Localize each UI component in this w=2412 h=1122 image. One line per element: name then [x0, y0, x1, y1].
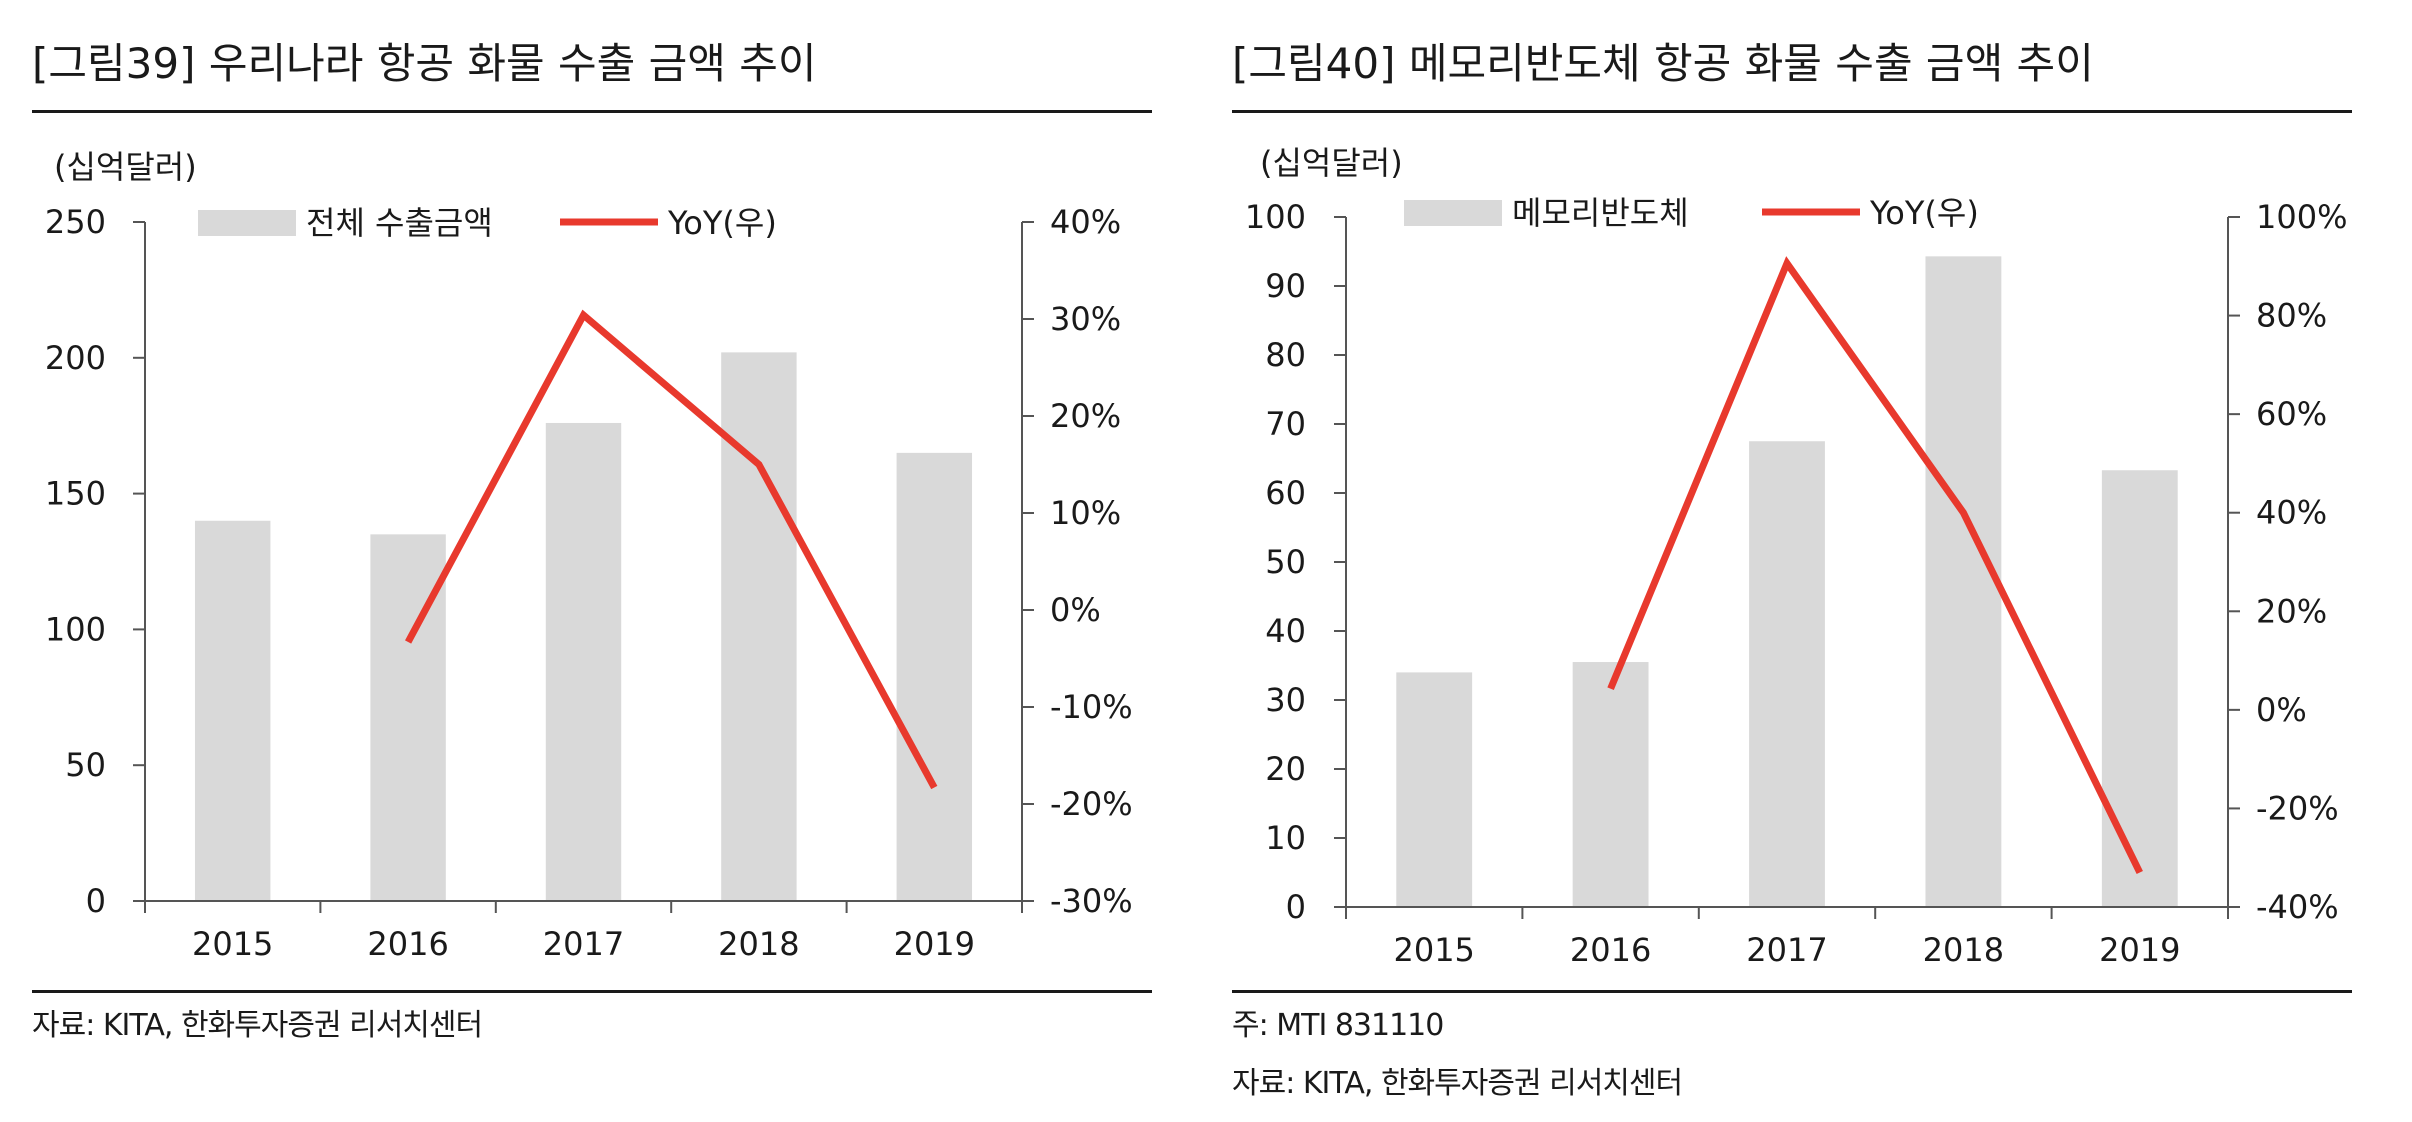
y2-tick-label: 30%	[1050, 300, 1121, 338]
x-tick-label: 2019	[2099, 931, 2180, 969]
source-note: 자료: KITA, 한화투자증권 리서치센터	[1232, 1066, 1683, 1101]
y2-tick-label: 20%	[2256, 592, 2327, 630]
y-unit-label: (십억달러)	[1260, 144, 1403, 182]
x-tick-label: 2017	[1746, 931, 1827, 969]
footer-rule	[1232, 990, 2352, 993]
y-tick-label: 100	[1245, 198, 1306, 236]
x-tick-label: 2019	[894, 925, 975, 963]
bar-2015	[194, 520, 271, 901]
chart-39: (십억달러) 0 50 100 150 200 250 -30% -20% -10% 0% 10% 20…	[45, 148, 1133, 963]
y-tick-label: 40	[1265, 612, 1306, 650]
yoy-line	[405, 309, 938, 790]
footnote: 주: MTI 831110	[1232, 1008, 1444, 1043]
y-tick-label: 80	[1265, 336, 1306, 374]
x-tick-label: 2017	[543, 925, 624, 963]
title-underline	[32, 110, 1152, 113]
yoy-line	[1607, 256, 2143, 875]
chart-40: (십억달러) 0 10 20 30 40 50 60 70 80 90 100 -40% -20% 0% 20…	[1245, 144, 2348, 969]
y-tick-label: 50	[1265, 543, 1306, 581]
y-tick-label: 200	[45, 339, 106, 377]
y-tick-label: 90	[1265, 267, 1306, 305]
y2-tick-label: 60%	[2256, 395, 2327, 433]
y-tick-label: 30	[1265, 681, 1306, 719]
bar-2018	[1925, 256, 2002, 908]
title-underline	[1232, 110, 2352, 113]
y-tick-label: 10	[1265, 819, 1306, 857]
bar-2017	[545, 422, 622, 901]
y2-tick-label: -20%	[2256, 789, 2339, 827]
y-tick-label: 150	[45, 475, 106, 513]
bar-2017	[1749, 441, 1825, 907]
y-tick-label: 20	[1265, 750, 1306, 788]
x-tick-label: 2015	[1393, 931, 1474, 969]
y2-tick-label: 40%	[2256, 494, 2327, 532]
source-note: 자료: KITA, 한화투자증권 리서치센터	[32, 1008, 483, 1043]
legend-line-label: YoY(우)	[667, 204, 777, 242]
legend-bar-label: 전체 수출금액	[306, 204, 493, 242]
x-tick-label: 2018	[718, 925, 799, 963]
y2-tick-label: 100%	[2256, 198, 2347, 236]
y-unit-label: (십억달러)	[54, 148, 197, 186]
bar-2016	[1572, 662, 1649, 907]
y2-tick-label: -20%	[1050, 785, 1133, 823]
bar-2015	[1396, 672, 1473, 907]
y-tick-label: 60	[1265, 474, 1306, 512]
x-tick-label: 2016	[1570, 931, 1651, 969]
y2-tick-label: 0%	[1050, 591, 1101, 629]
y-tick-label: 0	[1286, 888, 1306, 926]
figure-title: [그림40] 메모리반도체 항공 화물 수출 금액 추이	[1232, 39, 2094, 88]
y2-tick-label: 40%	[1050, 203, 1121, 241]
x-tick-label: 2018	[1923, 931, 2004, 969]
y-tick-label: 100	[45, 610, 106, 648]
bar-2019	[896, 452, 973, 901]
legend-bar-swatch	[1404, 200, 1502, 226]
y2-tick-label: -40%	[2256, 888, 2339, 926]
figure-40: [그림40] 메모리반도체 항공 화물 수출 금액 추이 (십억달러) 0 10 20…	[1206, 0, 2412, 1122]
x-tick-label: 2015	[192, 925, 273, 963]
legend-bar-swatch	[198, 210, 296, 236]
y-tick-label: 50	[65, 746, 106, 784]
y2-tick-label: 0%	[2256, 691, 2307, 729]
y-tick-label: 0	[86, 882, 106, 920]
bar-2019	[2101, 470, 2178, 907]
y2-tick-label: -30%	[1050, 882, 1133, 920]
footer-rule	[32, 990, 1152, 993]
y2-tick-label: 20%	[1050, 397, 1121, 435]
legend-line-label: YoY(우)	[1869, 194, 1979, 232]
y2-tick-label: -10%	[1050, 688, 1133, 726]
y2-tick-label: 80%	[2256, 297, 2327, 335]
x-tick-label: 2016	[367, 925, 448, 963]
y2-tick-label: 10%	[1050, 494, 1121, 532]
legend-bar-label: 메모리반도체	[1512, 194, 1689, 232]
figure-39: [그림39] 우리나라 항공 화물 수출 금액 추이 (십억달러) 0 50 100 1…	[32, 39, 1152, 1043]
figure-title: [그림39] 우리나라 항공 화물 수출 금액 추이	[32, 39, 817, 88]
y-tick-label: 70	[1265, 405, 1306, 443]
y-tick-label: 250	[45, 203, 106, 241]
bar-2018	[721, 352, 797, 901]
